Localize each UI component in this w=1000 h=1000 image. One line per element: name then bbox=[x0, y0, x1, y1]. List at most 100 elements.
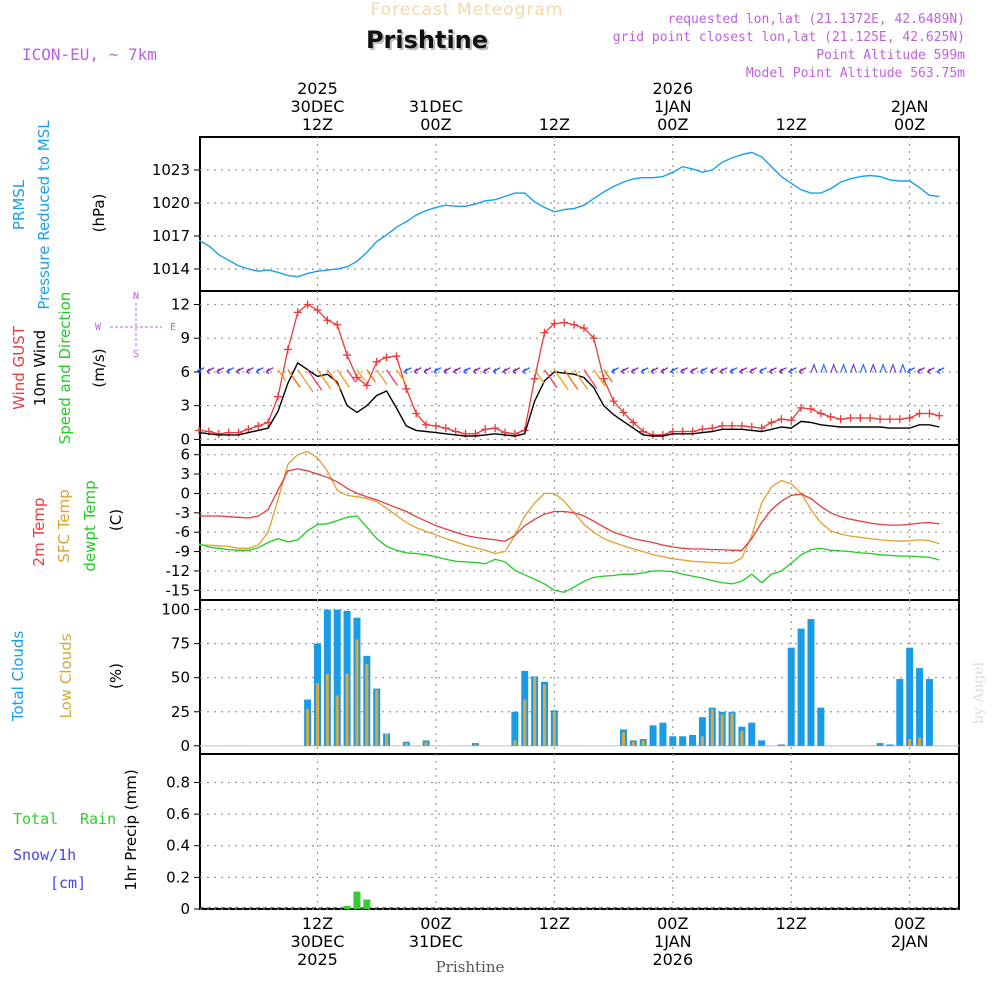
wind-arrow bbox=[670, 367, 679, 375]
clouds-total-label: Total Clouds bbox=[9, 631, 27, 723]
y-tick-label: 3 bbox=[180, 397, 190, 415]
y-tick-label: 1020 bbox=[152, 194, 190, 212]
wind-arrow bbox=[690, 367, 698, 375]
low-cloud-bar bbox=[335, 695, 339, 746]
gust-point bbox=[787, 416, 796, 425]
wind-arrow bbox=[640, 367, 649, 375]
temp-dewpt-label: dewpt Temp bbox=[81, 480, 99, 571]
wind-arrow bbox=[611, 367, 619, 375]
compass-s: S bbox=[133, 349, 139, 360]
gust-point bbox=[737, 421, 746, 430]
wind-arrow bbox=[522, 367, 531, 375]
total-cloud-bar bbox=[896, 679, 904, 746]
low-cloud-bar bbox=[325, 673, 329, 746]
gust-point bbox=[214, 429, 223, 438]
watermark: by Angel bbox=[971, 661, 987, 724]
gust-point bbox=[303, 300, 312, 309]
y-tick-label: 0.2 bbox=[166, 868, 190, 886]
gust-point bbox=[431, 421, 440, 430]
total-cloud-bar bbox=[807, 619, 815, 746]
gust-point bbox=[747, 423, 756, 432]
gust-point bbox=[876, 415, 885, 424]
wind-arrow bbox=[453, 367, 461, 375]
panel-frame-0 bbox=[199, 136, 960, 292]
wind-arrow bbox=[413, 367, 422, 375]
gust-point bbox=[599, 374, 608, 383]
gust-point bbox=[816, 409, 825, 418]
wind-unit: (m/s) bbox=[90, 348, 108, 387]
wind-arrow bbox=[769, 367, 777, 375]
wind-arrow bbox=[869, 362, 877, 373]
total-cloud-bar bbox=[679, 736, 687, 746]
wind-arrow bbox=[729, 367, 738, 375]
y-tick-label: 25 bbox=[171, 703, 190, 721]
y-tick-label: 0 bbox=[180, 430, 190, 448]
wind-arrow bbox=[739, 367, 748, 375]
gust-point bbox=[352, 373, 361, 382]
compass-w: W bbox=[95, 322, 102, 333]
low-cloud-bar bbox=[424, 741, 428, 746]
pressure-label-2: Pressure Reduced to MSL bbox=[35, 120, 53, 310]
wind-arrow bbox=[433, 367, 442, 375]
wind-arrow bbox=[583, 369, 598, 389]
y-tick-label: 0 bbox=[180, 737, 190, 755]
y-tick-label: 6 bbox=[180, 446, 190, 464]
wind-arrow bbox=[543, 369, 558, 389]
wind-arrow bbox=[719, 367, 728, 375]
low-cloud-bar bbox=[513, 740, 517, 746]
gust-point bbox=[718, 421, 727, 430]
top-time-label: 30DEC bbox=[290, 97, 344, 116]
gust-point bbox=[530, 374, 539, 383]
wind-arrow bbox=[356, 369, 366, 381]
gust-point bbox=[925, 409, 934, 418]
grid-lines bbox=[200, 137, 959, 910]
low-cloud-bar bbox=[908, 739, 912, 746]
low-cloud-bar bbox=[552, 711, 556, 746]
pressure-label-1: PRMSL bbox=[10, 179, 28, 230]
gust-point bbox=[254, 421, 263, 430]
y-tick-label: 0 bbox=[180, 900, 190, 918]
station-title: Prishtine bbox=[366, 26, 488, 54]
gust-point bbox=[629, 418, 638, 427]
wind-arrow bbox=[297, 369, 314, 393]
top-time-label: 00Z bbox=[657, 115, 688, 134]
gust-point bbox=[846, 414, 855, 423]
total-cloud-bar bbox=[758, 740, 766, 746]
wind-arrow bbox=[778, 367, 787, 375]
bottom-time-label: 2025 bbox=[297, 950, 338, 969]
wind-arrow bbox=[759, 367, 767, 375]
wind-arrow bbox=[936, 367, 945, 375]
wind-gust-line bbox=[198, 303, 940, 436]
wind-arrow bbox=[849, 362, 858, 373]
low-cloud-bar bbox=[375, 689, 379, 746]
wind-arrow bbox=[346, 369, 357, 383]
wind-arrow bbox=[196, 367, 205, 375]
total-cloud-bar bbox=[689, 734, 697, 746]
compass-e: E bbox=[170, 322, 176, 333]
total-cloud-bar bbox=[777, 744, 785, 746]
y-tick-label: 6 bbox=[180, 363, 190, 381]
wind-arrow bbox=[236, 367, 244, 375]
wind-arrow bbox=[482, 367, 491, 375]
low-cloud-bar bbox=[523, 699, 527, 746]
gust-point bbox=[649, 430, 658, 439]
precip-unit: 1hr Precip (mm) bbox=[122, 769, 140, 890]
total-cloud-bar bbox=[797, 628, 805, 746]
top-time-label: 1JAN bbox=[654, 97, 692, 116]
gust-point bbox=[885, 415, 894, 424]
precip-rain-label: Rain bbox=[80, 810, 116, 828]
total-cloud-bar bbox=[649, 725, 657, 746]
gust-point bbox=[767, 418, 776, 427]
y-tick-label: 1017 bbox=[152, 227, 190, 245]
gust-point bbox=[589, 334, 598, 343]
total-cloud-bar bbox=[748, 722, 756, 746]
wind-arrow bbox=[859, 362, 867, 373]
wind-arrow bbox=[255, 367, 264, 375]
rain-bar bbox=[343, 905, 351, 909]
wind-arrow bbox=[889, 362, 897, 373]
gust-point bbox=[343, 351, 352, 360]
top-time-label: 31DEC bbox=[409, 97, 463, 116]
low-cloud-bar bbox=[533, 676, 537, 746]
wind-arrow bbox=[492, 367, 501, 375]
